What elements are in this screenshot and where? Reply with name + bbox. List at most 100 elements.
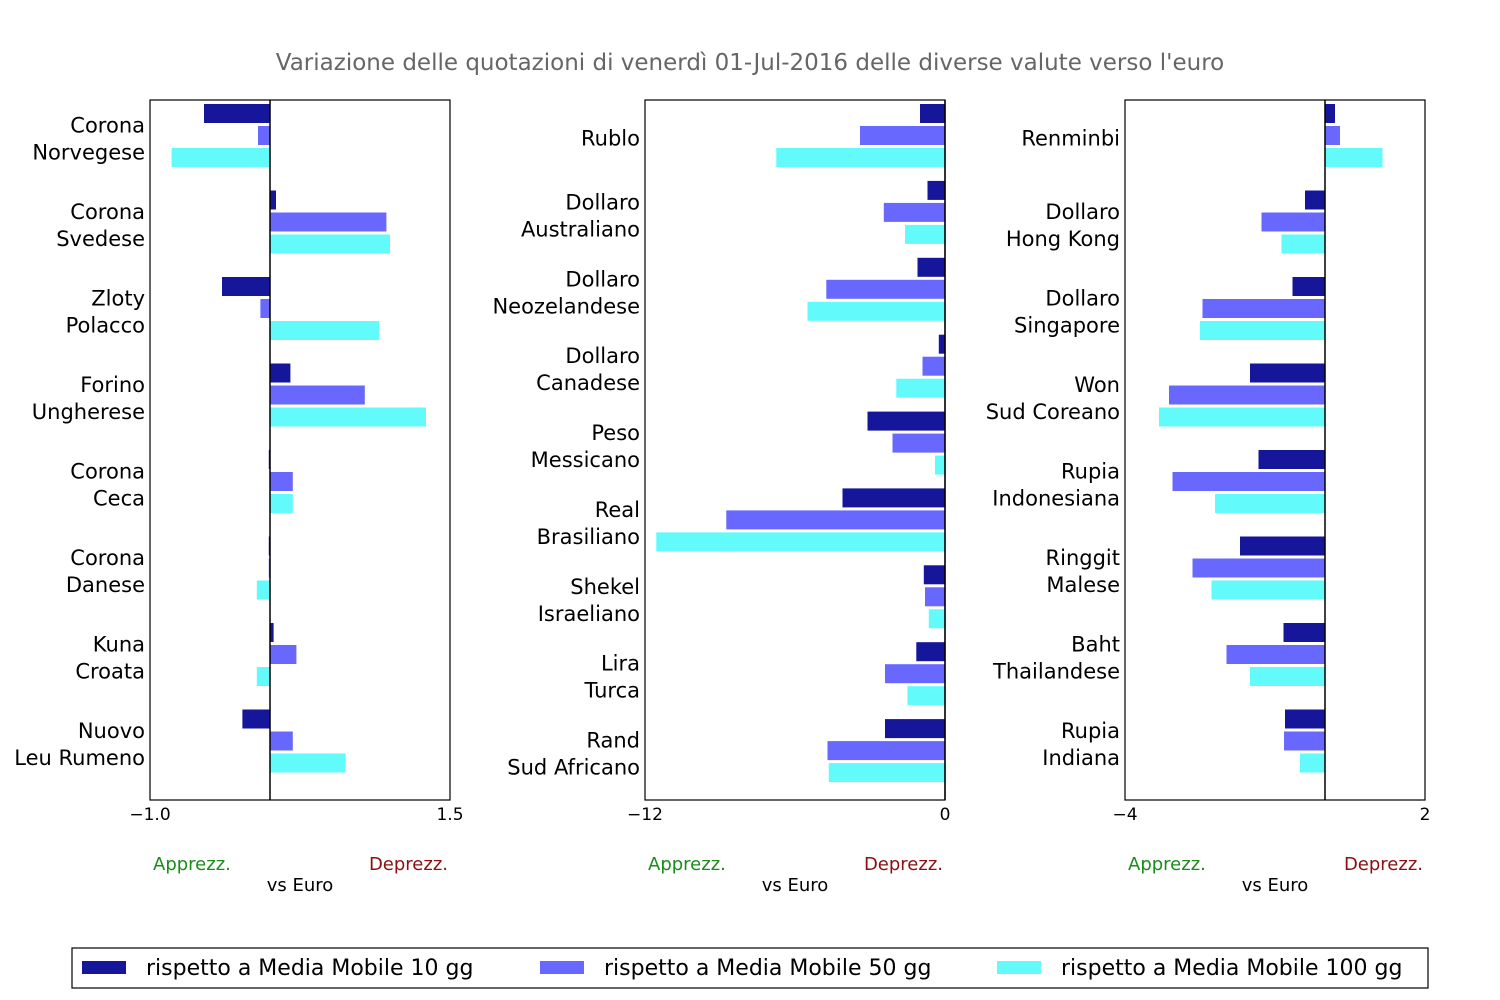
bar-ma100 (928, 609, 946, 629)
category-label: Shekel (570, 575, 640, 599)
bar-ma100 (270, 234, 390, 254)
bar-ma10 (917, 257, 945, 277)
bar-ma50 (1226, 645, 1325, 664)
category-label: Ringgit (1046, 546, 1120, 570)
bar-ma10 (1305, 190, 1325, 210)
x-tick-label: −1.0 (129, 805, 170, 825)
bar-ma100 (656, 532, 946, 552)
bar-ma10 (270, 190, 276, 210)
bar-ma100 (256, 667, 270, 686)
category-label: Indiana (1042, 746, 1120, 770)
category-label: Won (1074, 373, 1120, 397)
bar-ma10 (920, 104, 945, 123)
bar-ma50 (827, 741, 945, 761)
chart-panel-2: Rublo Dollaro Australiano Dollaro Neozelande… (492, 99, 951, 896)
bar-ma50 (270, 385, 365, 405)
bar-ma100 (171, 148, 270, 167)
bar-ma10 (1250, 363, 1325, 383)
deprezz-label: Deprezz. (369, 854, 448, 875)
x-tick-label: −12 (627, 805, 663, 825)
bar-ma10 (916, 642, 946, 662)
category-label: Sud Africano (507, 756, 640, 780)
legend-label-ma50: rispetto a Media Mobile 50 gg (604, 956, 931, 981)
category-label: Neozelandese (492, 294, 640, 318)
bar-ma100 (1325, 148, 1383, 167)
category-label: Corona (70, 460, 145, 484)
category-label: Messicano (531, 448, 640, 472)
bar-ma100 (256, 580, 270, 600)
bar-ma100 (907, 686, 945, 706)
category-label: Renminbi (1021, 127, 1120, 151)
bar-ma100 (1211, 580, 1325, 600)
bar-ma100 (270, 321, 380, 340)
apprezz-label: Apprezz. (648, 854, 726, 875)
x-tick-label: 0 (940, 805, 951, 825)
category-label: Lira (601, 652, 640, 676)
chart-title: Variazione delle quotazioni di venerdì 0… (276, 50, 1224, 76)
legend-label-ma100: rispetto a Media Mobile 100 gg (1061, 956, 1402, 981)
category-label: Canadese (536, 371, 640, 395)
bar-ma50 (1202, 299, 1325, 318)
apprezz-label: Apprezz. (1128, 854, 1206, 875)
legend: rispetto a Media Mobile 10 gg rispetto a … (71, 947, 1429, 989)
category-label: Dollaro (565, 344, 640, 368)
bar-ma100 (935, 455, 945, 475)
category-label: Thailandese (992, 660, 1120, 684)
bar-ma100 (1300, 753, 1325, 773)
category-label: Israeliano (538, 602, 640, 626)
category-label: Croata (75, 660, 145, 684)
category-label: Sud Coreano (986, 400, 1120, 424)
bar-ma100 (1215, 494, 1325, 513)
bar-ma100 (896, 378, 946, 398)
bar-ma10 (1285, 709, 1325, 729)
chart-panels: Corona Norvegese Corona Svedese Zloty Polacco… (14, 99, 1430, 896)
bar-ma50 (270, 645, 297, 664)
apprezz-label: Apprezz. (153, 854, 231, 875)
bar-ma50 (922, 356, 945, 376)
category-label: Peso (591, 421, 640, 445)
bar-ma10 (270, 363, 291, 383)
bar-ma10 (204, 104, 270, 123)
legend-label-ma10: rispetto a Media Mobile 10 gg (146, 956, 473, 981)
plot-frame (149, 99, 451, 801)
x-axis-label: vs Euro (762, 875, 829, 896)
category-label: Australiano (521, 217, 640, 241)
category-label: Real (595, 498, 640, 522)
deprezz-label: Deprezz. (1344, 854, 1423, 875)
bar-ma100 (905, 224, 945, 244)
category-label: Forino (80, 373, 145, 397)
category-label: Danese (66, 573, 145, 597)
category-label: Dollaro (1045, 200, 1120, 224)
chart-panel-1: Corona Norvegese Corona Svedese Zloty Polacco… (14, 99, 464, 896)
bar-ma50 (1169, 385, 1325, 405)
legend-swatch-ma100 (997, 961, 1041, 974)
plot-frame (644, 99, 946, 801)
bar-ma50 (1172, 472, 1325, 491)
bar-ma100 (1250, 667, 1325, 686)
category-label: Brasiliano (537, 525, 640, 549)
category-label: Turca (583, 679, 640, 703)
bar-ma50 (826, 279, 946, 299)
category-label: Ungherese (32, 400, 145, 424)
bar-ma100 (270, 494, 293, 513)
bar-ma10 (270, 623, 274, 642)
bar-ma50 (726, 510, 946, 530)
category-label: Polacco (66, 314, 145, 338)
bar-ma10 (242, 709, 270, 729)
bar-ma100 (1200, 321, 1325, 340)
bar-ma100 (1281, 234, 1325, 254)
bar-ma100 (270, 407, 426, 427)
category-label: Baht (1071, 633, 1120, 657)
bar-ma50 (270, 731, 293, 751)
category-label: Rublo (581, 127, 640, 151)
category-label: Kuna (93, 633, 145, 657)
bar-ma50 (883, 202, 946, 222)
category-label: Corona (70, 546, 145, 570)
category-label: Svedese (56, 227, 145, 251)
bar-ma50 (270, 212, 387, 232)
legend-swatch-ma50 (540, 961, 584, 974)
bar-ma50 (860, 126, 945, 145)
x-tick-label: 1.5 (436, 805, 463, 825)
bar-ma50 (1325, 126, 1340, 145)
bar-ma50 (892, 433, 945, 453)
